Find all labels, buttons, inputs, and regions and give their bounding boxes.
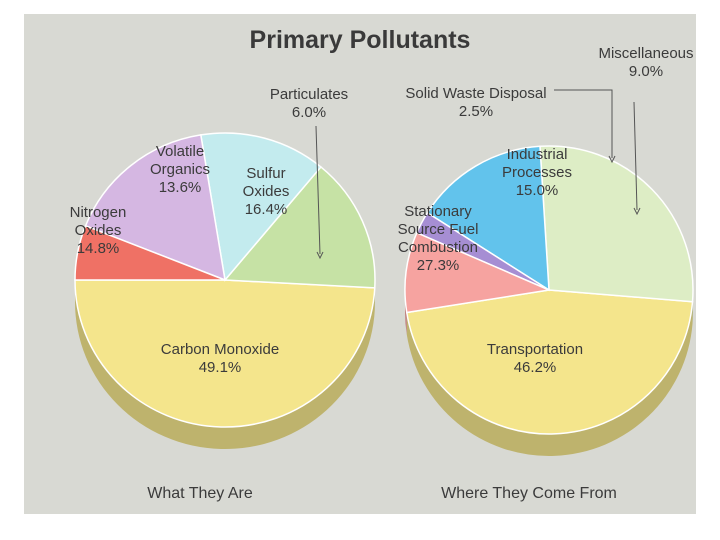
slice-label-line: 27.3% [417, 257, 460, 274]
slice-label-line: 14.8% [77, 240, 120, 257]
pie-slice-carbon_monoxide [74, 279, 376, 428]
slice-label-line: 2.5% [459, 103, 493, 120]
leader-particulates [315, 125, 321, 255]
pie-slice-nitrogen_oxides [223, 165, 376, 289]
pie-where-they-come-from [404, 145, 694, 457]
slice-labels: Carbon Monoxide 49.1%Nitrogen Oxides 14.8%V… [70, 45, 694, 376]
chart-title: Primary Pollutants [250, 26, 471, 54]
slice-label-line: Transportation [487, 341, 583, 358]
slice-label-line: Oxides [75, 222, 122, 239]
caption-where-they-come-from: Where They Come From [441, 485, 617, 502]
slice-label-sulfur_oxides: Sulfur Oxides 16.4% [243, 165, 290, 218]
pie-slice-stationary [539, 145, 694, 303]
slice-label-line: Sulfur [246, 165, 285, 182]
slice-label-industrial: Industrial Processes 15.0% [502, 146, 572, 199]
slice-label-line: Processes [502, 164, 572, 181]
slice-label-nitrogen_oxides: Nitrogen Oxides 14.8% [70, 204, 127, 257]
pie-slice-sulfur_oxides [84, 134, 226, 282]
pie-rim-transportation [406, 301, 693, 457]
slice-label-line: Particulates [270, 86, 348, 103]
slice-label-line: 49.1% [199, 359, 242, 376]
slice-label-solid_waste: Solid Waste Disposal 2.5% [405, 85, 546, 120]
leader-solid-waste [554, 89, 613, 158]
slice-label-particulates: Particulates 6.0% [270, 86, 348, 121]
pie-what-they-are [74, 132, 376, 449]
slice-label-carbon_monoxide: Carbon Monoxide 49.1% [161, 341, 279, 376]
slice-label-line: 16.4% [245, 201, 288, 218]
slice-label-stationary: Stationary Source Fuel Combustion 27.3% [398, 203, 479, 274]
pie-slice-particulates [74, 224, 226, 281]
chart-canvas: Primary Pollutants Carbon Monoxide 49.1% N… [70, 26, 694, 502]
slice-label-line: 9.0% [629, 63, 663, 80]
chart-figure: Primary Pollutants Carbon Monoxide 49.1% N… [24, 14, 696, 514]
pie-slice-miscellaneous [404, 231, 552, 314]
leader-miscellaneous [633, 101, 638, 211]
slice-label-line: Stationary [404, 203, 472, 220]
pie-slice-transportation [405, 289, 694, 435]
slice-label-line: Solid Waste Disposal [405, 85, 546, 102]
slice-label-miscellaneous: Miscellaneous 9.0% [598, 45, 693, 80]
arrow-particulates [316, 251, 324, 260]
slice-label-line: Oxides [243, 183, 290, 200]
slice-label-transportation: Transportation 46.2% [487, 341, 583, 376]
arrow-solid-waste [608, 155, 616, 164]
slice-label-line: Miscellaneous [598, 45, 693, 62]
pie-slice-industrial [426, 145, 550, 292]
slice-label-line: 15.0% [516, 182, 559, 199]
arrow-miscellaneous [633, 207, 641, 216]
caption-what-they-are: What They Are [147, 485, 253, 502]
slice-label-line: 46.2% [514, 359, 557, 376]
slice-label-line: 6.0% [292, 104, 326, 121]
slice-label-line: 13.6% [159, 179, 202, 196]
slice-label-line: Carbon Monoxide [161, 341, 279, 358]
pie-slice-volatile_organics [199, 132, 322, 282]
pie-rim-miscellaneous [405, 290, 407, 335]
slice-label-line: Source Fuel [398, 221, 479, 238]
slice-label-line: Combustion [398, 239, 478, 256]
slice-label-volatile_organics: Volatile Organics 13.6% [150, 143, 210, 196]
slice-label-line: Industrial [507, 146, 568, 163]
slice-label-line: Volatile [156, 143, 204, 160]
slice-label-line: Organics [150, 161, 210, 178]
slice-label-line: Nitrogen [70, 204, 127, 221]
